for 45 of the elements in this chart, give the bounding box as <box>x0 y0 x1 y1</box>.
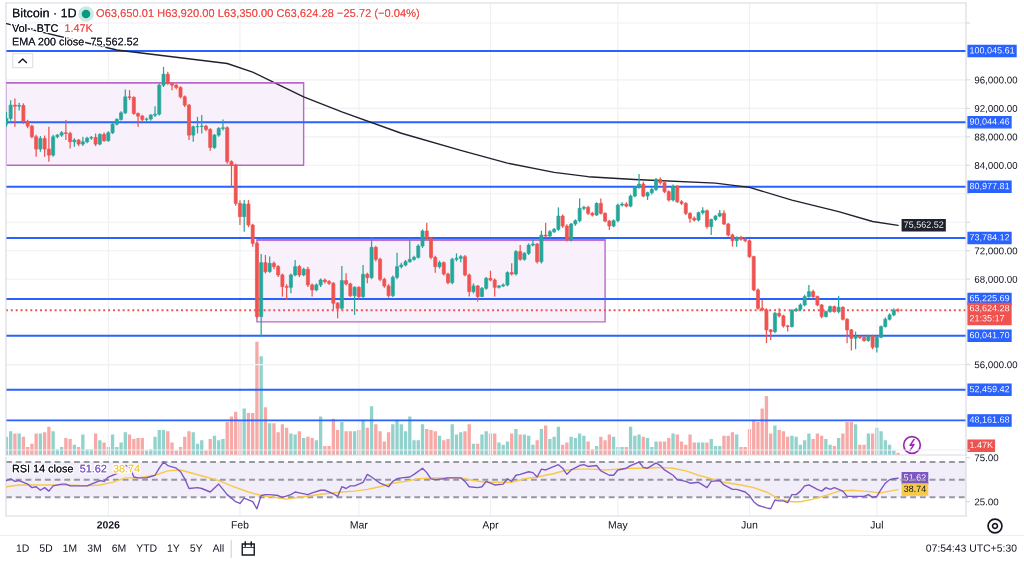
x-tick-label: Jul <box>870 520 883 529</box>
text: RSI 14 close <box>12 464 73 473</box>
text: 5Y <box>190 544 203 552</box>
text: 5D <box>39 544 53 552</box>
text: 1Y <box>167 544 180 552</box>
text: 75,562.52 <box>91 37 139 47</box>
y-tick-label: 68,000.00 <box>974 275 1018 284</box>
y-tick-label: 72,000.00 <box>974 247 1018 256</box>
chart-subtitle: O63,650.01 H63,920.00 L63,350.00 C63,624.28 −25.72 (−0.04%) <box>96 8 420 20</box>
y-tick-label: 84,000.00 <box>974 162 1018 171</box>
text: 1.47K <box>65 24 93 32</box>
series-label: EMA 200 close <box>12 37 84 46</box>
text: 07:54:43 UTC+5:30 <box>926 544 1017 552</box>
x-tick-label: 2026 <box>97 521 120 529</box>
y-tick-label: 25.00 <box>974 498 999 506</box>
ref-line-label: 48,161.68 <box>969 416 1010 424</box>
text: 3M <box>87 544 101 552</box>
x-tick-label: Apr <box>482 521 499 531</box>
data-label: 75,562.52 <box>904 221 944 229</box>
y-tick-label: 75.00 <box>974 454 999 462</box>
ref-line-label: 63,624.28 21:35:17 <box>969 304 1010 322</box>
y-tick-label: 56,000.00 <box>974 361 1018 370</box>
ref-line-label: 100,045.61 <box>970 47 1015 55</box>
ref-line-label: 73,784.12 <box>969 234 1010 242</box>
text: 1M <box>63 544 77 552</box>
x-tick-label: Mar <box>350 521 368 529</box>
text: 1.47K <box>970 441 993 449</box>
text: 1D <box>16 544 29 552</box>
ref-line-label: 80,977.81 <box>969 182 1010 191</box>
text: 51.62 <box>80 464 107 473</box>
text: 6M <box>112 544 126 552</box>
ref-line-label: 90,044.46 <box>969 118 1010 126</box>
ref-line-label: 60,041.70 <box>969 331 1010 340</box>
text: All <box>212 544 224 552</box>
y-tick-label: 96,000.00 <box>974 76 1018 85</box>
text: YTD <box>136 544 157 552</box>
data-label: 38.74 <box>903 485 926 493</box>
x-tick-label: May <box>608 521 628 531</box>
x-tick-label: Feb <box>231 520 249 529</box>
ref-line-label: 52,459.42 <box>969 385 1010 394</box>
y-tick-label: 88,000.00 <box>974 133 1018 142</box>
x-tick-label: Jun <box>741 521 758 529</box>
ref-line-label: 65,225.69 <box>969 294 1010 303</box>
chart-title: Bitcoin · 1D <box>13 8 77 18</box>
y-tick-label: 92,000.00 <box>974 105 1018 114</box>
